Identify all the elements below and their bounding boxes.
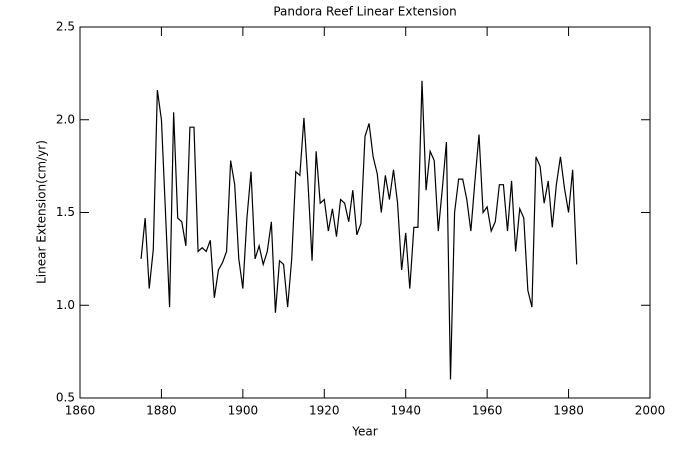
x-tick-label: 1880 bbox=[146, 404, 177, 418]
x-tick-label: 1860 bbox=[65, 404, 96, 418]
x-tick-label: 1960 bbox=[472, 404, 503, 418]
y-tick-label: 0.5 bbox=[56, 391, 75, 405]
y-tick-label: 2.0 bbox=[56, 112, 75, 126]
y-tick-label: 2.5 bbox=[56, 20, 75, 34]
x-tick-label: 2000 bbox=[635, 404, 666, 418]
x-tick-label: 1980 bbox=[553, 404, 584, 418]
y-tick-label: 1.5 bbox=[56, 205, 75, 219]
y-tick-label: 1.0 bbox=[56, 298, 75, 312]
data-line bbox=[140, 80, 578, 380]
y-axis-label: Linear Extension(cm/yr) bbox=[35, 140, 49, 284]
chart-title: Pandora Reef Linear Extension bbox=[273, 5, 456, 19]
x-axis-label: Year bbox=[351, 425, 377, 439]
x-tick-label: 1920 bbox=[309, 404, 340, 418]
x-tick-label: 1900 bbox=[228, 404, 259, 418]
x-tick-label: 1940 bbox=[390, 404, 421, 418]
